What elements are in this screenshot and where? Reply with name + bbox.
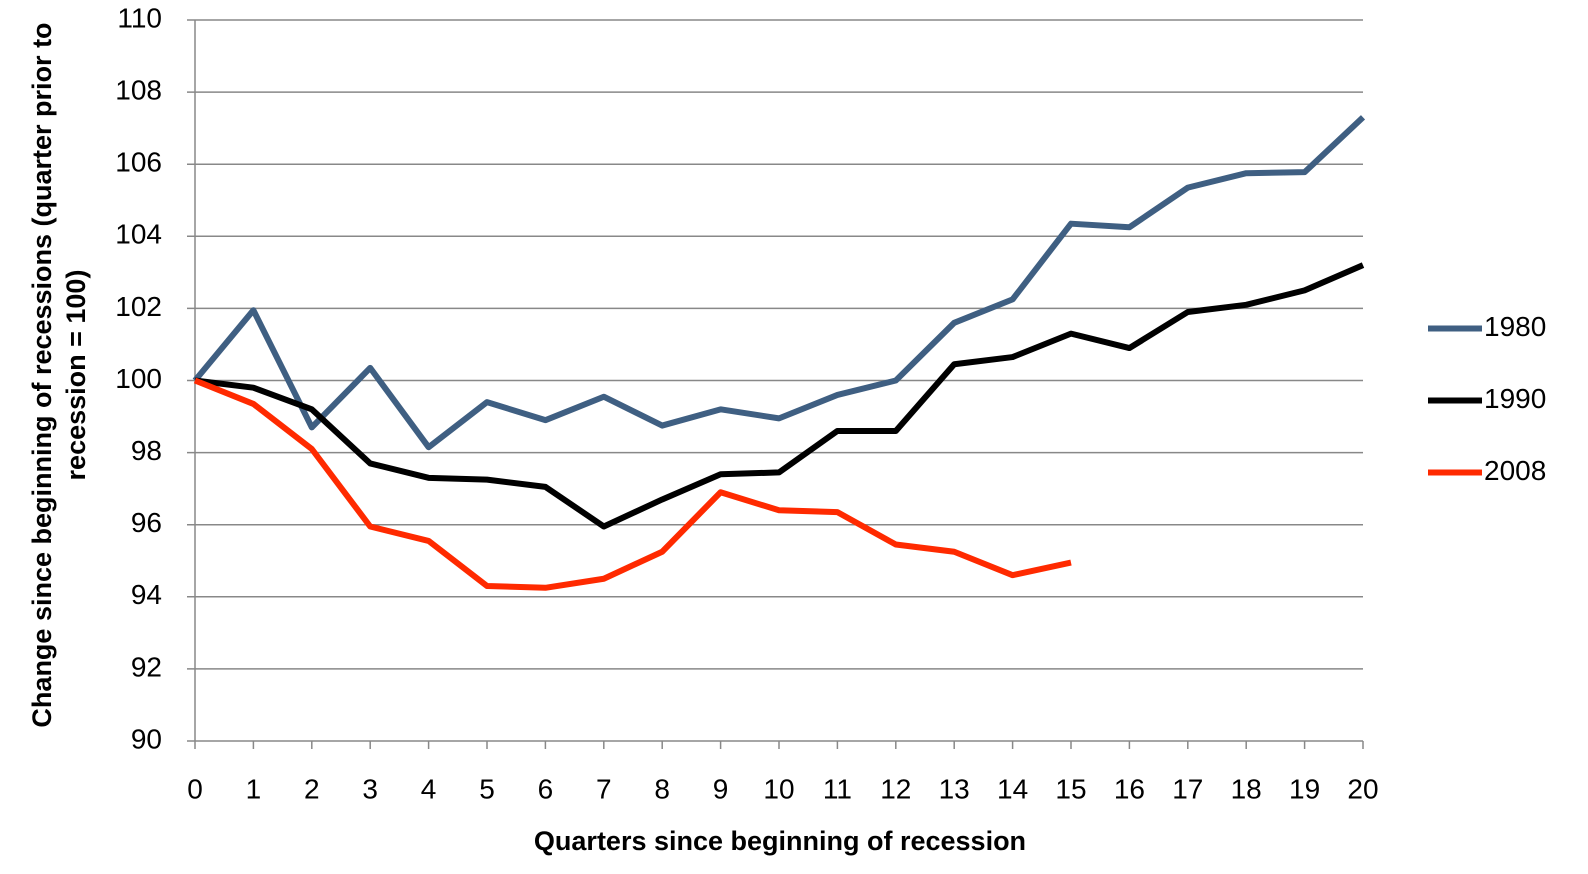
y-tick-label: 96: [131, 507, 162, 538]
y-tick-label: 98: [131, 435, 162, 466]
y-axis-title-box: Change since beginning of recessions (qu…: [27, 22, 91, 728]
x-axis-title: Quarters since beginning of recession: [534, 826, 1026, 856]
x-tick-label: 16: [1114, 773, 1145, 804]
x-tick-label: 14: [997, 773, 1028, 804]
x-tick-label: 5: [479, 773, 495, 804]
x-tick-label: 10: [763, 773, 794, 804]
x-tick-label: 1: [246, 773, 262, 804]
y-tick-label: 90: [131, 723, 162, 754]
x-tick-label: 13: [939, 773, 970, 804]
series-line: [193, 377, 1072, 591]
x-tick-label: 4: [421, 773, 437, 804]
x-tick-label: 18: [1231, 773, 1262, 804]
x-tick-label: 9: [713, 773, 729, 804]
y-tick-label: 104: [115, 219, 162, 250]
y-tick-label: 100: [115, 363, 162, 394]
legend-label: 1980: [1484, 311, 1546, 342]
x-tick-label: 0: [187, 773, 203, 804]
y-tick-label: 110: [117, 2, 162, 33]
y-tick-label: 92: [131, 651, 162, 682]
x-tick-label: 7: [596, 773, 612, 804]
legend-label: 2008: [1484, 455, 1546, 486]
series-line: [194, 262, 1365, 530]
x-tick-label: 8: [654, 773, 670, 804]
y-tick-label: 102: [115, 291, 162, 322]
y-tick-label: 108: [115, 74, 162, 105]
y-tick-label: 94: [131, 579, 162, 610]
y-tick-label: 106: [115, 147, 162, 178]
y-axis-title: Change since beginning of recessions (qu…: [27, 22, 91, 728]
x-tick-label: 19: [1289, 773, 1320, 804]
x-tick-label: 12: [880, 773, 911, 804]
x-tick-label: 2: [304, 773, 320, 804]
legend-label: 1990: [1484, 383, 1546, 414]
x-tick-label: 20: [1347, 773, 1378, 804]
x-tick-label: 15: [1055, 773, 1086, 804]
x-tick-label: 3: [362, 773, 378, 804]
x-tick-label: 11: [823, 773, 852, 804]
series-line: [192, 115, 1366, 451]
x-tick-label: 6: [538, 773, 554, 804]
x-tick-label: 17: [1172, 773, 1203, 804]
